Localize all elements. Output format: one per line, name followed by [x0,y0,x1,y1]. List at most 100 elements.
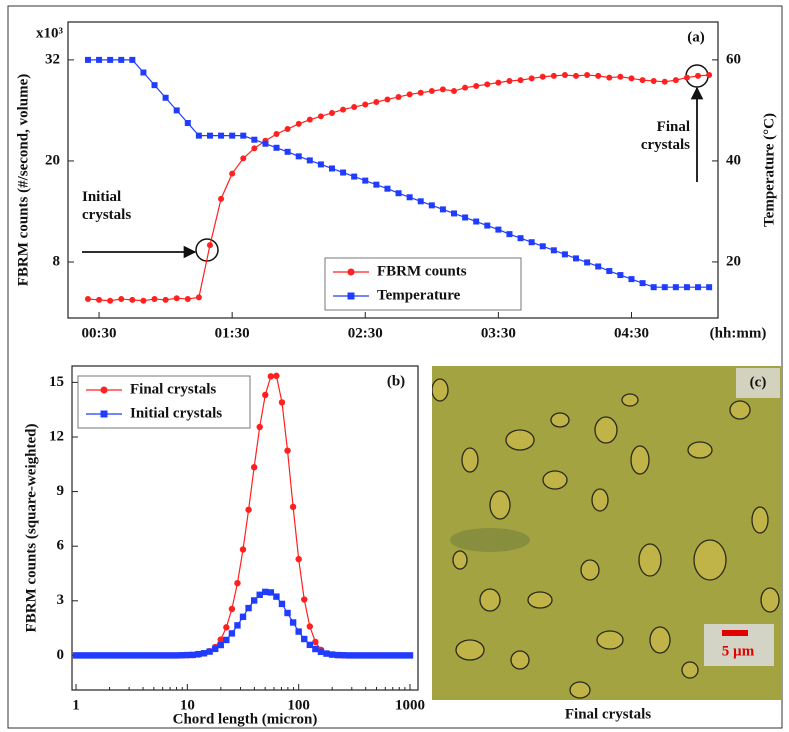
point [189,651,197,659]
point [362,652,369,659]
point [390,652,397,659]
legend-label: Final crystals [130,381,216,397]
crystals [432,378,780,699]
point [84,56,91,63]
x-tick-label: 100 [287,697,310,713]
point [289,503,297,511]
point [539,73,546,80]
point [550,72,557,79]
point [107,56,114,63]
legend-label: Temperature [377,287,461,303]
point [306,116,313,123]
point [639,280,646,287]
point [639,77,646,84]
point [278,600,286,608]
point [650,284,657,291]
point [284,148,291,155]
point [683,284,690,291]
point [495,226,502,233]
text-line: crystals [641,137,690,153]
y-tick-label: 15 [49,374,64,390]
point [83,652,91,659]
point [672,77,679,84]
annotation: Final crystals [641,119,690,153]
point [234,579,241,587]
point [140,297,147,304]
point [683,74,690,81]
point [495,79,502,86]
point [439,86,446,93]
point [506,231,513,238]
point [317,161,324,168]
point [428,88,435,95]
x-axis-label: (hh:mm) [710,325,767,341]
legend-marker [100,410,108,418]
point [223,636,230,644]
point [306,641,314,649]
y2-tick-label: 20 [726,253,741,269]
point [129,56,136,63]
y-tick-label: 6 [57,538,65,554]
text-line: Final [657,119,690,135]
point [122,652,130,659]
point [351,104,358,111]
point [417,198,424,205]
panel-label: (c) [750,374,767,390]
point [628,75,635,82]
point [211,645,219,653]
point [484,81,491,88]
y-tick-label: 3 [57,592,65,608]
point [156,652,163,659]
point [273,372,280,380]
x-tick-label: 00:30 [82,325,117,341]
point [573,255,580,262]
point [234,622,241,629]
point [373,99,380,105]
point [96,56,103,63]
point [506,77,513,84]
point [167,652,174,659]
point [672,284,679,291]
point [151,82,158,89]
point [340,169,347,176]
point [289,619,297,626]
point [317,113,324,120]
point [250,597,258,604]
y-tick-label: 0 [57,647,65,663]
label-backdrop [736,368,780,398]
point [550,247,557,254]
point [273,131,280,137]
point [328,165,335,172]
point [245,604,252,612]
scale-bar-label: 5 µm [722,643,755,659]
point [245,506,252,513]
point [334,651,341,659]
point [239,613,247,621]
point [195,650,202,658]
point [340,106,347,113]
point [228,605,236,613]
y2-tick-label: 40 [726,152,741,168]
point [351,173,358,180]
y-tick-label: 12 [49,428,64,444]
point [362,101,369,108]
point [328,109,335,116]
series-line [76,591,410,657]
y-tick-label: 9 [57,483,65,499]
plot-frame [67,21,719,319]
y2-tick-label: 60 [726,51,741,67]
point [395,190,402,197]
x-tick-label: 10 [180,697,195,713]
legend-box [77,375,251,429]
point [384,652,391,659]
point [240,132,247,139]
point [401,652,408,659]
point [406,91,413,98]
point [406,652,414,659]
point [184,651,191,659]
point [107,297,114,304]
legend-marker [347,292,355,300]
point [223,624,230,631]
point [200,650,208,657]
scale-bar [722,630,748,636]
